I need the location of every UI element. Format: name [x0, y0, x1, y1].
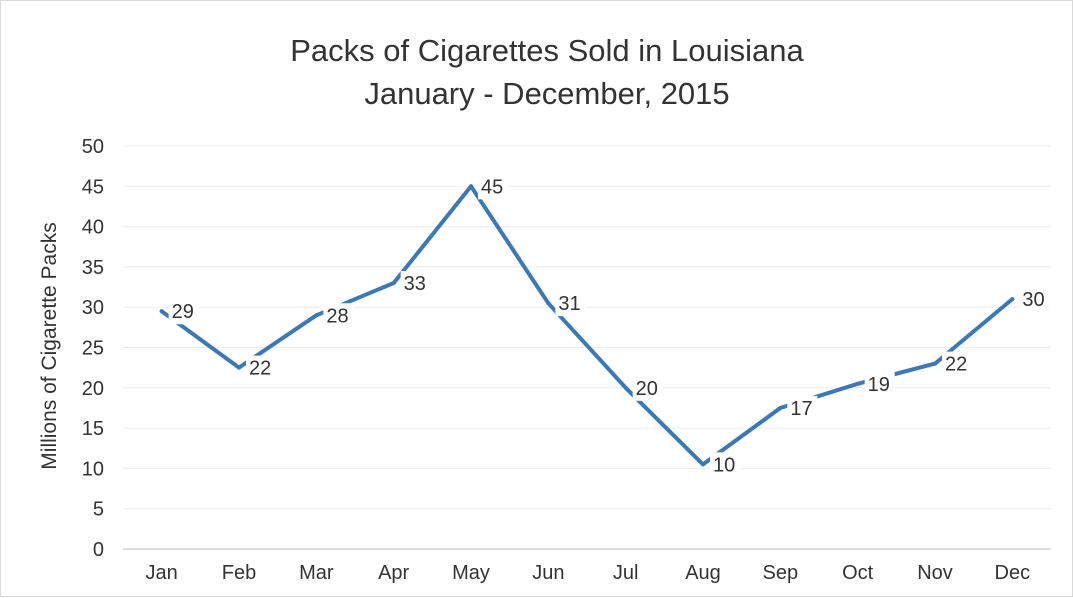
data-point	[314, 313, 319, 318]
data-label: 19	[868, 374, 890, 396]
data-label: 17	[790, 398, 812, 420]
data-label-background	[246, 355, 276, 381]
data-point	[701, 462, 705, 467]
data-label-background	[864, 371, 895, 397]
data-label-background	[1019, 287, 1050, 313]
x-tick-label: Apr	[378, 562, 409, 584]
x-tick-label: May	[452, 562, 490, 584]
y-tick-label: 30	[82, 297, 104, 319]
x-tick-label: Aug	[685, 562, 721, 584]
data-label-background	[478, 174, 508, 200]
x-tick-label: Sep	[763, 562, 799, 584]
y-tick-label: 50	[82, 136, 104, 158]
x-tick-label: Jan	[146, 562, 178, 584]
data-label-background	[323, 303, 354, 329]
data-point	[469, 184, 473, 189]
data-label: 22	[945, 354, 967, 376]
y-ticks: 0 5 10 15 20 25 30 35 40 45 50	[82, 136, 104, 561]
y-tick-label: 10	[82, 458, 104, 480]
x-tick-label: Dec	[995, 562, 1031, 584]
data-label: 45	[481, 176, 503, 198]
data-label-background	[632, 375, 663, 401]
data-label: 28	[326, 305, 348, 327]
data-point	[159, 309, 164, 314]
y-axis-label: Millions of Cigarette Packs	[38, 222, 61, 469]
data-label: 22	[249, 358, 271, 380]
data-labels: 29 22 28 33 45 31 20 10 17 19 22 30	[168, 174, 1050, 478]
y-tick-label: 40	[82, 217, 104, 239]
data-label-background	[168, 299, 199, 325]
x-tick-label: Mar	[299, 562, 334, 584]
x-tick-label: Jul	[613, 562, 639, 584]
y-tick-label: 45	[82, 176, 104, 198]
y-tick-label: 5	[93, 499, 104, 521]
data-label-background	[710, 452, 740, 478]
y-tick-label: 35	[82, 257, 104, 279]
data-label-background	[942, 351, 972, 377]
data-point	[933, 361, 937, 366]
y-tick-label: 15	[82, 418, 104, 440]
data-point	[391, 281, 396, 286]
data-label: 31	[558, 293, 580, 315]
x-ticks: Jan Feb Mar Apr May Jun Jul Aug Sep Oct Nov Dec	[146, 562, 1031, 584]
data-label: 29	[172, 301, 194, 323]
x-tick-label: Feb	[222, 562, 256, 584]
x-tick-label: Oct	[842, 562, 874, 584]
data-point	[1010, 297, 1015, 302]
data-point	[237, 365, 241, 370]
data-point	[778, 405, 783, 410]
chart-subtitle: January - December, 2015	[364, 76, 729, 111]
x-tick-label: Jun	[532, 562, 564, 584]
chart-title: Packs of Cigarettes Sold in Louisiana	[290, 33, 804, 68]
y-tick-label: 0	[93, 539, 104, 561]
data-label: 33	[404, 273, 426, 295]
data-label: 10	[713, 454, 735, 476]
data-label-background	[787, 395, 818, 421]
y-tick-label: 20	[82, 378, 104, 400]
data-point	[623, 385, 628, 390]
data-label: 20	[636, 378, 658, 400]
data-point	[546, 301, 551, 306]
data-label: 30	[1022, 289, 1044, 311]
series-polyline	[159, 184, 1015, 467]
data-label-background	[400, 271, 431, 297]
data-point	[855, 381, 860, 386]
x-tick-label: Nov	[917, 562, 953, 584]
data-label-background	[555, 291, 586, 317]
y-tick-label: 25	[82, 338, 104, 360]
